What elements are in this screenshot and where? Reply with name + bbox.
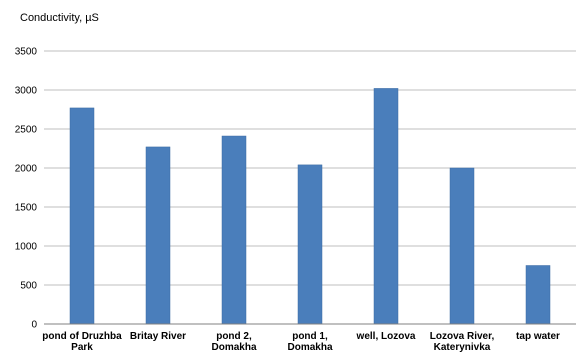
y-tick-label: 3500: [15, 47, 38, 58]
y-tick-label: 2000: [15, 164, 38, 175]
y-tick-label: 500: [20, 281, 37, 292]
x-tick-label: Lozova River, Katerynivka: [430, 331, 495, 352]
bar: [297, 164, 323, 325]
bar: [525, 265, 551, 325]
y-tick-label: 0: [31, 320, 37, 331]
x-tick-label: pond 1, Domakha: [287, 331, 332, 352]
y-tick-label: 1000: [15, 242, 38, 253]
bar: [221, 135, 247, 325]
y-axis-ticks: 0 500 1000 1500 2000 2500 3000 3500: [15, 47, 38, 331]
x-axis-labels: pond of Druzhba Park Britay River pond 2, Do…: [42, 331, 560, 352]
x-tick-label: pond of Druzhba Park: [42, 331, 122, 352]
bars: [69, 88, 551, 325]
bar: [449, 167, 475, 325]
x-tick-label: well, Lozova: [356, 331, 416, 342]
x-tick-label: tap water: [516, 331, 560, 342]
bar: [69, 107, 95, 325]
y-tick-label: 2500: [15, 125, 38, 136]
y-tick-label: 1500: [15, 203, 38, 214]
y-axis-title: Conductivity, µS: [20, 12, 99, 24]
x-tick-label: Britay River: [130, 331, 186, 342]
x-tick-label: pond 2, Domakha: [211, 331, 256, 352]
bar: [373, 88, 399, 325]
y-tick-label: 3000: [15, 86, 38, 97]
bar: [145, 146, 171, 325]
